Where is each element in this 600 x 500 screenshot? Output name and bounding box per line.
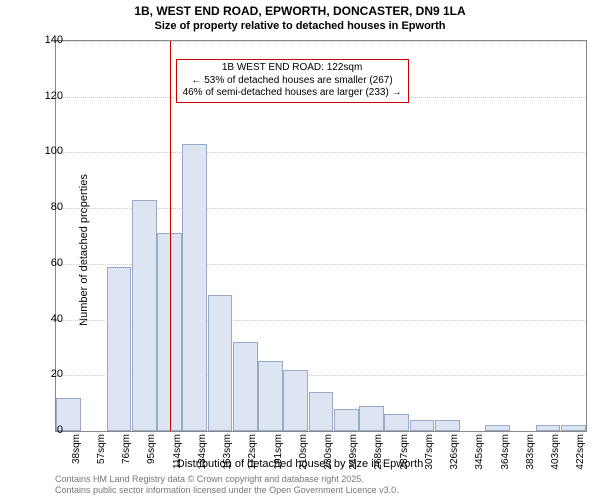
x-tick-label: 191sqm — [273, 434, 284, 484]
x-tick-label: 268sqm — [373, 434, 384, 484]
histogram-bar — [384, 414, 409, 431]
histogram-bar — [359, 406, 384, 431]
y-tick-label: 0 — [57, 424, 63, 436]
x-tick-label: 95sqm — [146, 434, 157, 484]
x-tick-label: 38sqm — [71, 434, 82, 484]
annotation-line: 1B WEST END ROAD: 122sqm — [183, 62, 402, 75]
reference-line — [170, 41, 171, 431]
x-tick-label: 364sqm — [500, 434, 511, 484]
chart-title: 1B, WEST END ROAD, EPWORTH, DONCASTER, D… — [0, 4, 600, 18]
histogram-bar — [233, 342, 258, 431]
x-tick-label: 76sqm — [121, 434, 132, 484]
y-tick-label: 80 — [51, 201, 63, 213]
x-tick-label: 172sqm — [247, 434, 258, 484]
histogram-bar — [536, 425, 561, 431]
x-tick-label: 326sqm — [449, 434, 460, 484]
x-tick-label: 210sqm — [298, 434, 309, 484]
x-tick-label: 422sqm — [575, 434, 586, 484]
histogram-bar — [258, 361, 283, 431]
x-tick-label: 345sqm — [474, 434, 485, 484]
x-tick-label: 134sqm — [197, 434, 208, 484]
attribution-line: Contains public sector information licen… — [55, 485, 399, 496]
x-tick-label: 403sqm — [550, 434, 561, 484]
annotation-line: ← 53% of detached houses are smaller (26… — [183, 75, 402, 88]
y-tick-label: 60 — [51, 257, 63, 269]
x-tick-label: 287sqm — [399, 434, 410, 484]
histogram-bar — [561, 425, 586, 431]
y-tick-label: 120 — [45, 90, 63, 102]
plot-area: 1B WEST END ROAD: 122sqm← 53% of detache… — [55, 40, 587, 432]
x-tick-label: 153sqm — [222, 434, 233, 484]
histogram-bar — [334, 409, 359, 431]
y-tick-label: 20 — [51, 368, 63, 380]
histogram-bar — [107, 267, 132, 431]
chart-subtitle: Size of property relative to detached ho… — [0, 20, 600, 32]
y-tick-label: 140 — [45, 34, 63, 46]
histogram-bar — [309, 392, 334, 431]
x-tick-label: 114sqm — [172, 434, 183, 484]
histogram-bar — [208, 295, 233, 432]
histogram-bar — [410, 420, 435, 431]
gridline — [56, 41, 586, 42]
histogram-bar — [132, 200, 157, 431]
gridline — [56, 152, 586, 153]
histogram-bar — [485, 425, 510, 431]
x-tick-label: 57sqm — [96, 434, 107, 484]
histogram-bar — [182, 144, 207, 431]
x-tick-label: 230sqm — [323, 434, 334, 484]
y-tick-label: 40 — [51, 313, 63, 325]
histogram-bar — [435, 420, 460, 431]
x-tick-label: 249sqm — [348, 434, 359, 484]
x-tick-label: 307sqm — [424, 434, 435, 484]
histogram-bar — [283, 370, 308, 431]
x-tick-label: 383sqm — [525, 434, 536, 484]
y-tick-label: 100 — [45, 145, 63, 157]
annotation-box: 1B WEST END ROAD: 122sqm← 53% of detache… — [176, 59, 409, 103]
annotation-line: 46% of semi-detached houses are larger (… — [183, 87, 402, 100]
